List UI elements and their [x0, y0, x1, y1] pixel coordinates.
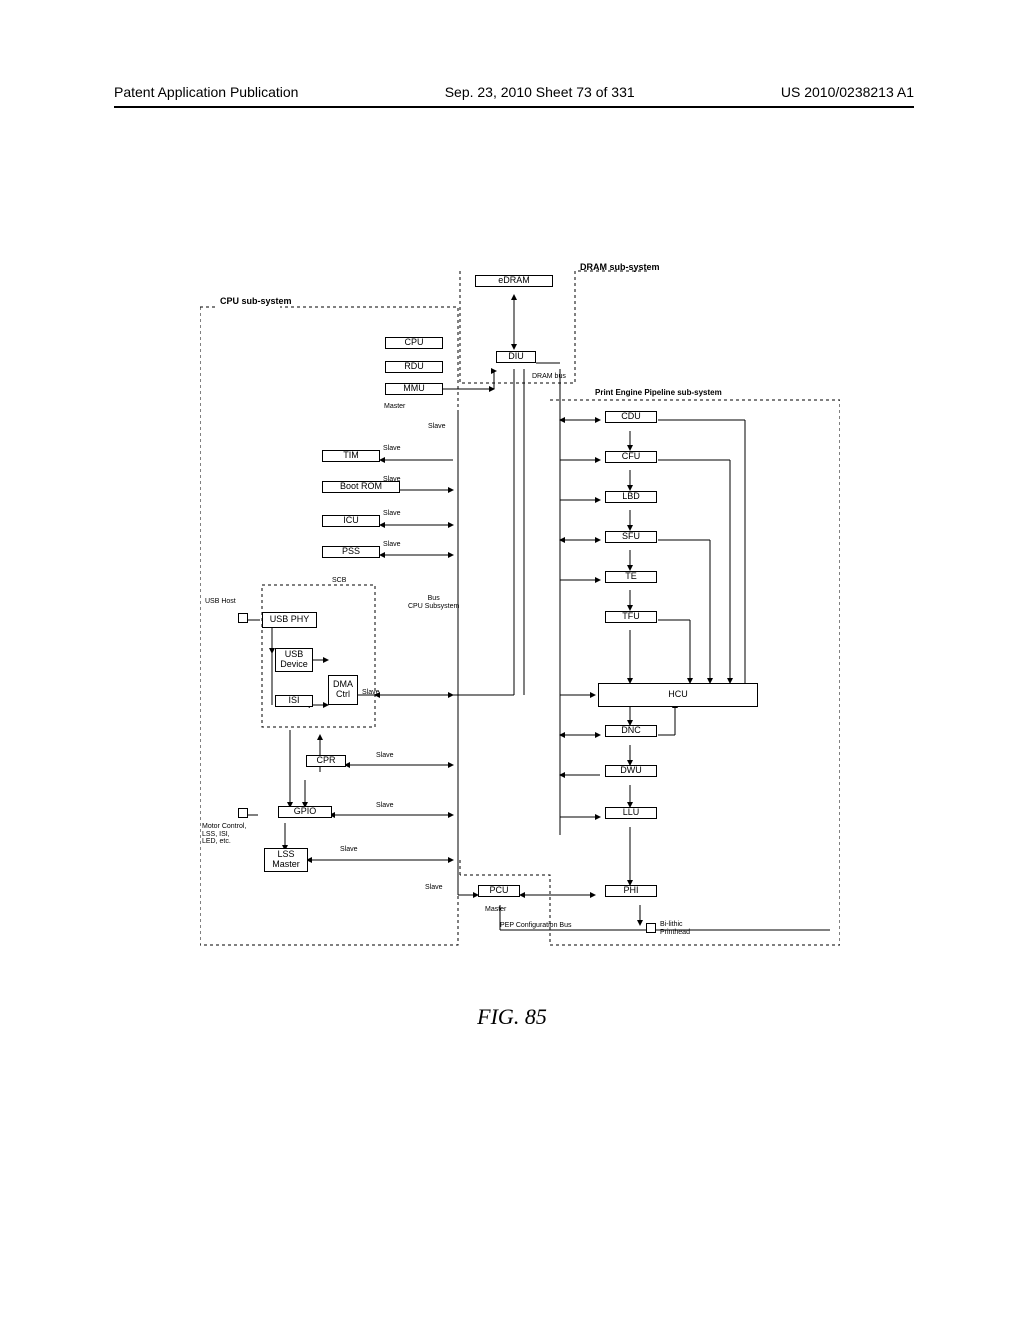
box-phi: PHI: [605, 885, 657, 897]
port-usb-host: [238, 613, 248, 623]
figure-caption: FIG. 85: [0, 1004, 1024, 1030]
label-usb-host: USB Host: [205, 598, 236, 606]
header-right: US 2010/0238213 A1: [781, 84, 914, 106]
box-tim: TIM: [322, 450, 380, 462]
label-dram-bus: DRAM bus: [532, 373, 566, 381]
port-printhead: [646, 923, 656, 933]
lbl-slave-dma: Slave: [362, 689, 380, 697]
label-bilithic: Bi-lithic Printhead: [660, 921, 690, 936]
box-pss: PSS: [322, 546, 380, 558]
box-dnc: DNC: [605, 725, 657, 737]
box-isi: ISI: [275, 695, 313, 707]
box-edram: eDRAM: [475, 275, 553, 287]
box-te: TE: [605, 571, 657, 583]
lbl-slave-mmu: Slave: [428, 423, 446, 431]
box-cpu: CPU: [385, 337, 443, 349]
box-mmu: MMU: [385, 383, 443, 395]
box-cpr: CPR: [306, 755, 346, 767]
lbl-slave-icu: Slave: [383, 510, 401, 518]
label-pep-subsystem: Print Engine Pipeline sub-system: [595, 389, 722, 398]
box-sfu: SFU: [605, 531, 657, 543]
label-cpu-subsystem: CPU sub-system: [220, 297, 292, 307]
box-usbphy: USB PHY: [262, 612, 317, 628]
box-llu: LLU: [605, 807, 657, 819]
label-motor-ctrl: Motor Control, LSS, ISI, LED, etc.: [202, 823, 246, 846]
label-cpu-bus: Bus CPU Subsystem: [408, 595, 459, 610]
label-scb: SCB: [332, 577, 346, 585]
label-dram-subsystem: DRAM sub-system: [580, 263, 660, 273]
box-diu: DIU: [496, 351, 536, 363]
lbl-slave-lss: Slave: [340, 846, 358, 854]
box-pcu: PCU: [478, 885, 520, 897]
patent-header: Patent Application Publication Sep. 23, …: [114, 84, 914, 108]
box-lss: LSS Master: [264, 848, 308, 872]
lbl-slave-pss: Slave: [383, 541, 401, 549]
box-cfu: CFU: [605, 451, 657, 463]
box-cdu: CDU: [605, 411, 657, 423]
lbl-master-mmu: Master: [384, 403, 405, 411]
box-hcu: HCU: [598, 683, 758, 707]
lbl-slave-cpr: Slave: [376, 752, 394, 760]
lbl-slave-tim: Slave: [383, 445, 401, 453]
lbl-slave-pcu: Slave: [425, 884, 443, 892]
port-motor: [238, 808, 248, 818]
lbl-master-pcu: Master: [485, 906, 506, 914]
header-left: Patent Application Publication: [114, 84, 298, 106]
lbl-slave-gpio: Slave: [376, 802, 394, 810]
header-center: Sep. 23, 2010 Sheet 73 of 331: [445, 84, 635, 106]
box-tfu: TFU: [605, 611, 657, 623]
lbl-slave-boot: Slave: [383, 476, 401, 484]
box-icu: ICU: [322, 515, 380, 527]
block-diagram: CPU sub-system DRAM sub-system Print Eng…: [200, 265, 840, 965]
label-pep-bus: PEP Configuration Bus: [500, 922, 571, 930]
box-usbdevice: USB Device: [275, 648, 313, 672]
box-dwu: DWU: [605, 765, 657, 777]
box-gpio: GPIO: [278, 806, 332, 818]
box-rdu: RDU: [385, 361, 443, 373]
box-lbd: LBD: [605, 491, 657, 503]
box-dmactrl: DMA Ctrl: [328, 675, 358, 705]
